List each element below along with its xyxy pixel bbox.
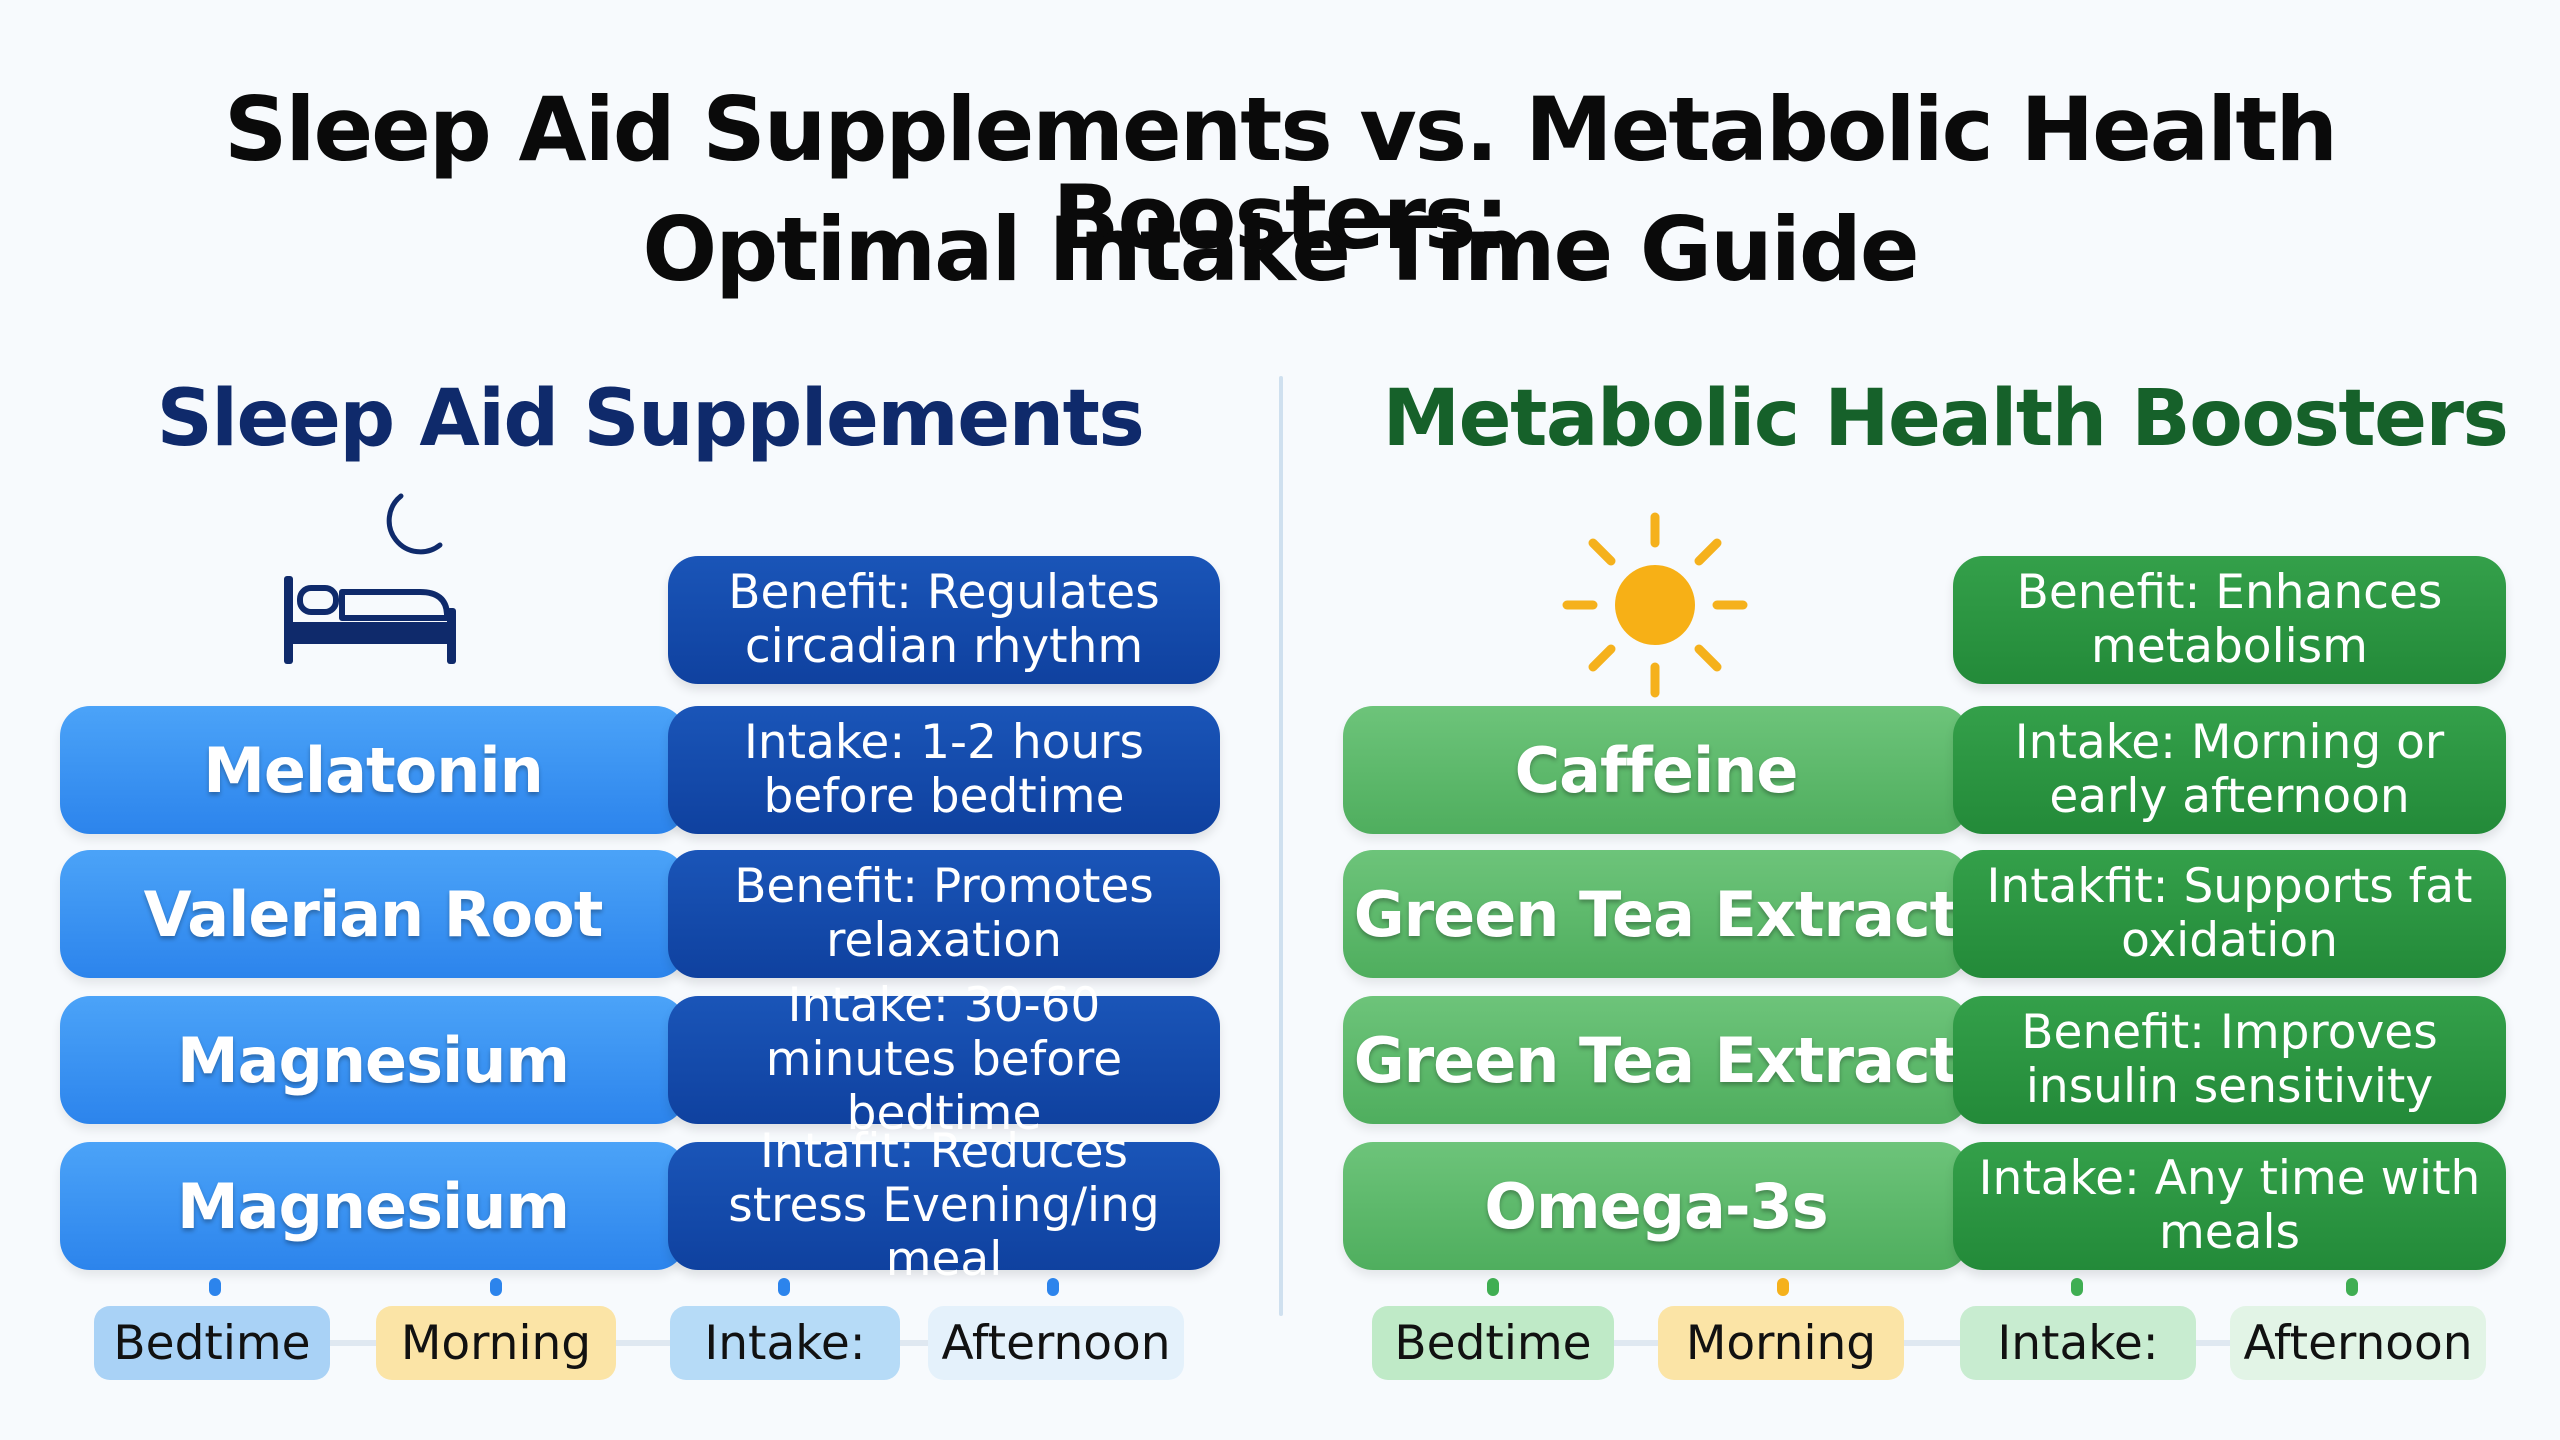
sleep-supplement-name: Magnesium <box>60 996 686 1124</box>
metabolic-booster-name: Green Tea Extract <box>1343 996 1969 1124</box>
sleep-supplement-name: Valerian Root <box>60 850 686 978</box>
timeline-dot <box>2071 1278 2083 1296</box>
sleep-supplement-info: Benefit: Promotes relaxation <box>668 850 1220 978</box>
metabolic-booster-name: Caffeine <box>1343 706 1969 834</box>
sleep-supplement-name: Magnesium <box>60 1142 686 1270</box>
metabolic-booster-name: Green Tea Extract <box>1343 850 1969 978</box>
sleep-timeline-bedtime: Bedtime <box>94 1306 330 1380</box>
bed-moon-icon <box>270 488 470 688</box>
metabolic-timeline-intake: Intake: <box>1960 1306 2196 1380</box>
metabolic-timeline-line <box>1380 1340 2480 1346</box>
metabolic-timeline-afternoon: Afternoon <box>2230 1306 2486 1380</box>
metabolic-booster-info: Benefit: Improves insulin sensitivity <box>1953 996 2506 1124</box>
sleep-column-heading: Sleep Aid Supplements <box>156 374 1145 464</box>
timeline-dot <box>1487 1278 1499 1296</box>
sleep-supplement-name: Melatonin <box>60 706 686 834</box>
page-subtitle: Optimal Intake Time Guide <box>642 198 1919 301</box>
sleep-top-benefit-pill: Benefit: Regulates circadian rhythm <box>668 556 1220 684</box>
metabolic-timeline-morning: Morning <box>1658 1306 1904 1380</box>
timeline-dot <box>778 1278 790 1296</box>
sleep-timeline-morning: Morning <box>376 1306 616 1380</box>
page-title: Sleep Aid Supplements vs. Metabolic Heal… <box>223 78 2338 269</box>
timeline-dot <box>1047 1278 1059 1296</box>
timeline-dot <box>1777 1278 1789 1296</box>
metabolic-booster-info: Intake: Morning or early afternoon <box>1953 706 2506 834</box>
metabolic-timeline-bedtime: Bedtime <box>1372 1306 1614 1380</box>
metabolic-booster-info: Intake: Any time with meals <box>1953 1142 2506 1270</box>
sleep-timeline-afternoon: Afternoon <box>928 1306 1184 1380</box>
sleep-supplement-info: Intake: 30-60 minutes before bedtime <box>668 979 1220 1141</box>
timeline-dot <box>2346 1278 2358 1296</box>
sleep-timeline-line <box>100 1340 1180 1346</box>
metabolic-booster-name: Omega-3s <box>1343 1142 1969 1270</box>
column-divider <box>1279 376 1283 1316</box>
sleep-supplement-info: Intafit: Reduces stress Evening/ing meal <box>668 1125 1220 1287</box>
timeline-dot <box>490 1278 502 1296</box>
metabolic-top-benefit-pill: Benefit: Enhances metabolism <box>1953 556 2506 684</box>
timeline-dot <box>209 1278 221 1296</box>
sleep-supplement-info: Intake: 1-2 hours before bedtime <box>668 706 1220 834</box>
sleep-timeline-intake: Intake: <box>670 1306 900 1380</box>
metabolic-booster-info: Intakfit: Supports fat oxidation <box>1953 850 2506 978</box>
metabolic-column-heading: Metabolic Health Boosters <box>1382 374 2509 464</box>
sun-icon <box>1555 505 1755 705</box>
